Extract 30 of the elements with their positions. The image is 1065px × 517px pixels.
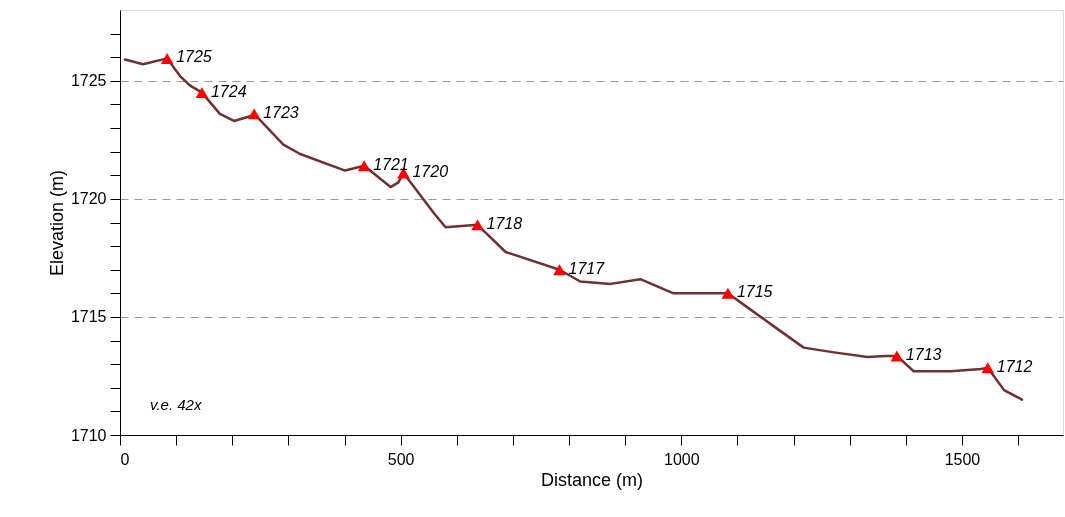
point — [721, 287, 735, 299]
annotation: v.e. 42x — [150, 396, 202, 413]
annotation: 1712 — [996, 357, 1033, 375]
y-tick-label: 1715 — [70, 308, 107, 326]
x-tick-label: 1500 — [944, 450, 981, 468]
point — [471, 219, 484, 231]
point — [357, 160, 371, 172]
point — [160, 52, 174, 64]
point — [981, 362, 995, 374]
point — [553, 264, 566, 276]
y-axis-title: Elevation (m) — [46, 169, 67, 277]
annotation: 1720 — [412, 162, 449, 180]
x-tick-label: 1000 — [664, 450, 700, 468]
point — [890, 350, 904, 362]
y-tick-label: 1725 — [70, 72, 107, 90]
point — [247, 108, 261, 120]
annotation: 1725 — [176, 48, 212, 66]
y-tick-label: 1710 — [70, 426, 107, 444]
x-axis-title: Distance (m) — [540, 469, 644, 490]
annotation: 1724 — [210, 82, 247, 100]
annotation: 1721 — [373, 155, 409, 173]
y-tick-label: 1720 — [70, 190, 107, 208]
annotation: 1715 — [736, 283, 773, 301]
annotation: 1723 — [263, 103, 299, 121]
annotation: 1718 — [486, 214, 523, 232]
annotation: 1713 — [905, 345, 942, 363]
point — [195, 87, 209, 99]
x-tick-label: 0 — [120, 450, 130, 468]
annotation: 1717 — [568, 259, 606, 277]
x-tick-label: 500 — [387, 450, 415, 468]
